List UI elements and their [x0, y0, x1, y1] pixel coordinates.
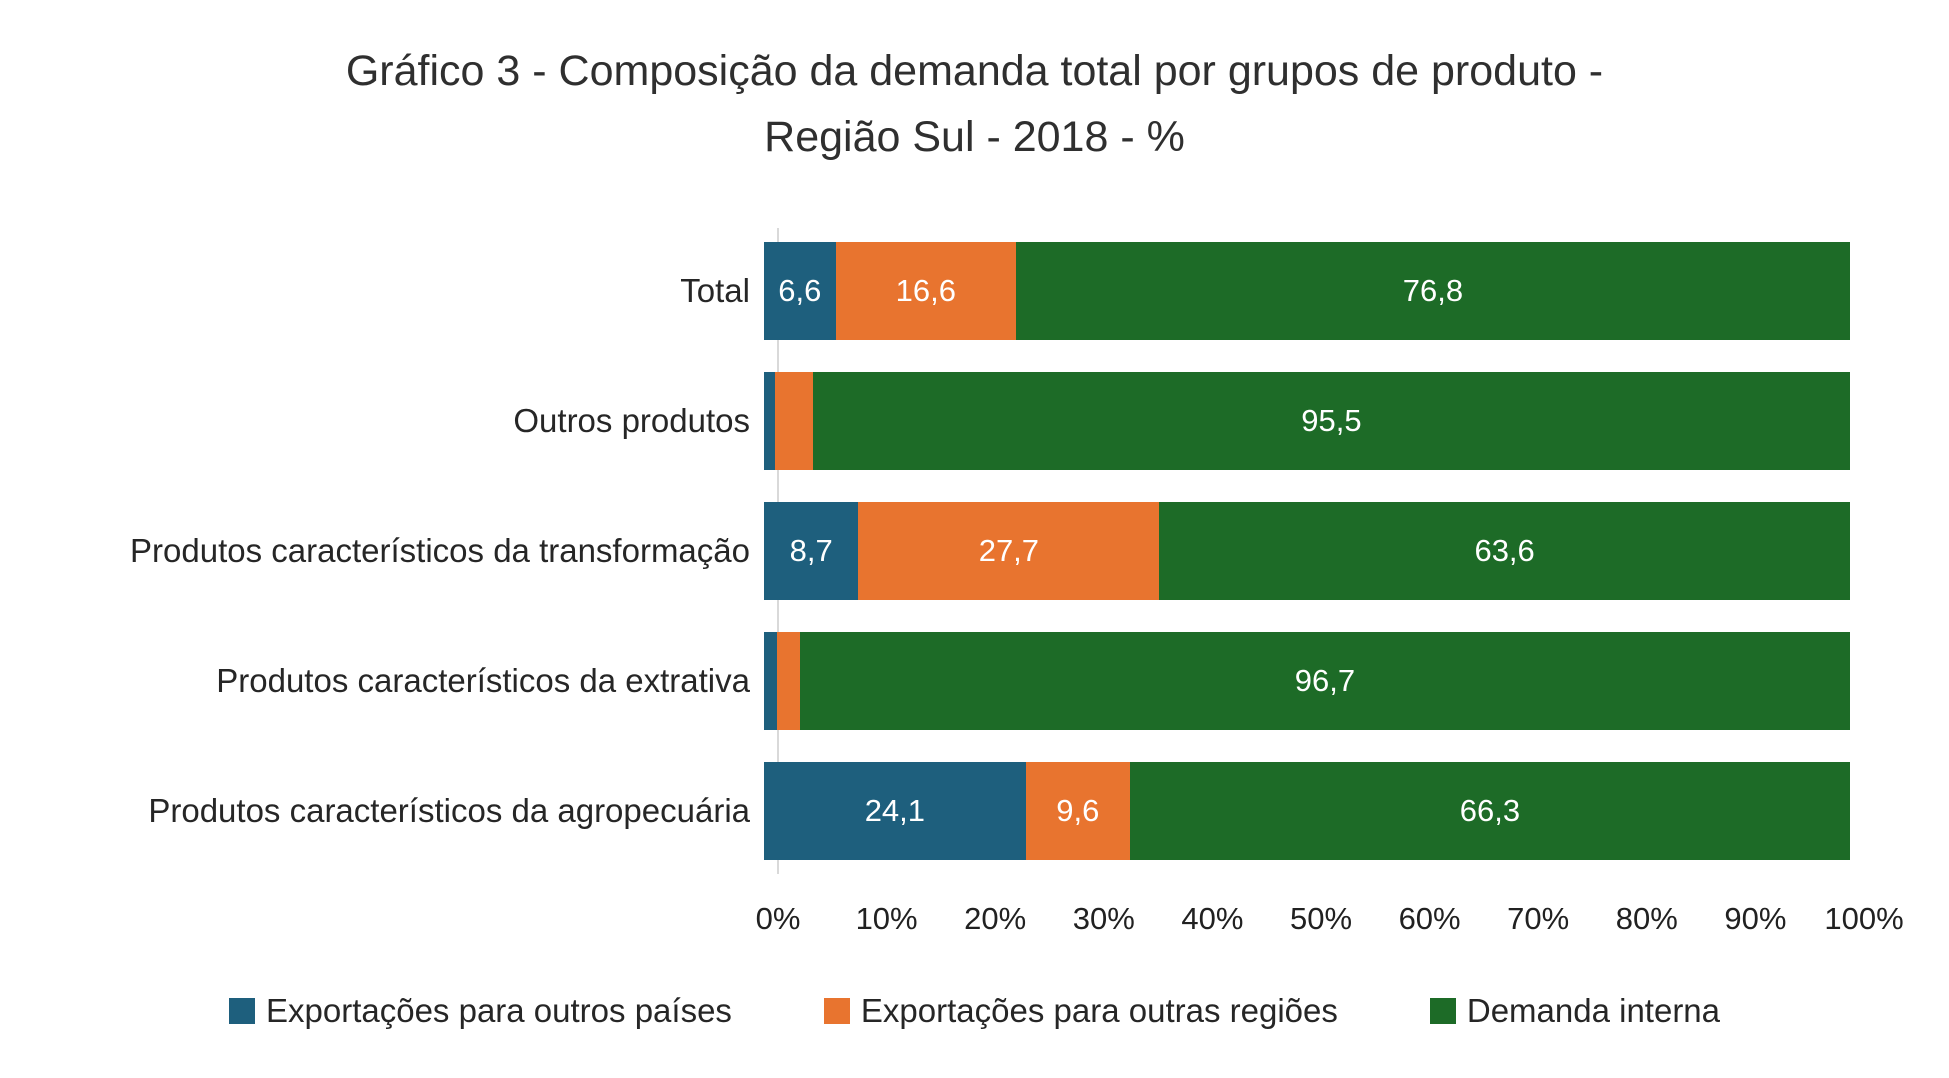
bar-value-label: 24,1	[864, 793, 926, 828]
bar-value-label: 96,7	[1294, 663, 1356, 698]
category-label: Outros produtos	[513, 402, 750, 439]
x-axis-tick-label: 20%	[964, 901, 1027, 936]
bar-segment: 95,5	[812, 372, 1850, 470]
bar-value-label: 6,6	[778, 273, 822, 308]
chart-title-line-2: Região Sul - 2018 - %	[764, 113, 1185, 161]
bar-segment	[774, 372, 813, 470]
bar-segment	[764, 372, 775, 470]
chart-row: Outros produtos 95,5	[0, 372, 1864, 470]
x-axis-tick-label: 10%	[855, 901, 918, 936]
category-label: Produtos característicos da transformaçã…	[130, 532, 750, 569]
x-axis-tick-label: 70%	[1507, 901, 1570, 936]
legend-swatch	[1429, 998, 1456, 1024]
legend: Exportações para outros países Exportaçõe…	[0, 992, 1949, 1030]
bar-rows: Total 6,6 16,6 76,8 Outros produtos 95,5 Produ…	[0, 242, 1864, 892]
x-axis-tick-label: 80%	[1615, 901, 1678, 936]
bar-value-label: 76,8	[1402, 273, 1464, 308]
category-label: Produtos característicos da extrativa	[216, 662, 750, 699]
stacked-bar: 95,5	[764, 372, 1850, 470]
x-axis-tick-label: 90%	[1724, 901, 1787, 936]
legend-swatch	[228, 998, 255, 1024]
bar-segment: 9,6	[1025, 762, 1130, 860]
bar-value-label: 16,6	[895, 273, 956, 308]
legend-entry: Exportações para outros países	[228, 992, 732, 1030]
legend-entry: Exportações para outras regiões	[823, 992, 1338, 1030]
stacked-bar: 96,7	[764, 632, 1850, 730]
x-axis-tick-label: 0%	[755, 901, 801, 936]
bar-segment: 63,6	[1159, 502, 1850, 600]
bar-segment: 27,7	[858, 502, 1160, 600]
chart-row: Produtos característicos da extrativa 96,…	[0, 632, 1864, 730]
category-label: Produtos característicos da agropecuária	[148, 792, 750, 829]
legend-entry: Demanda interna	[1429, 992, 1721, 1030]
bar-segment: 66,3	[1129, 762, 1850, 860]
bar-segment	[777, 632, 800, 730]
x-axis-tick-label: 60%	[1398, 901, 1461, 936]
bar-value-label: 9,6	[1056, 793, 1100, 828]
x-axis-tick-label: 40%	[1181, 901, 1244, 936]
stacked-bar: 6,6 16,6 76,8	[764, 242, 1850, 340]
x-axis-tick-label: 100%	[1824, 901, 1904, 936]
bar-value-label: 27,7	[978, 533, 1040, 568]
x-axis-tick-label: 30%	[1072, 901, 1135, 936]
bar-segment: 76,8	[1015, 242, 1850, 340]
bar-value-label: 66,3	[1459, 793, 1521, 828]
chart-row: Produtos característicos da transformaçã…	[0, 502, 1864, 600]
bar-segment: 16,6	[835, 242, 1016, 340]
legend-swatch	[823, 998, 850, 1024]
stacked-bar: 24,1 9,6 66,3	[764, 762, 1850, 860]
legend-label: Exportações para outros países	[265, 992, 732, 1029]
chart-row: Produtos característicos da agropecuária…	[0, 762, 1864, 860]
category-label: Total	[680, 272, 750, 309]
x-axis: 0% 10% 20% 30% 40% 50% 60% 70% 80% 90% 100%	[756, 901, 1904, 941]
bar-value-label: 8,7	[789, 533, 833, 568]
legend-label: Exportações para outras regiões	[860, 992, 1338, 1029]
bar-segment: 8,7	[764, 502, 859, 600]
chart-title-line-1: Gráfico 3 - Composição da demanda total …	[345, 47, 1604, 95]
legend-label: Demanda interna	[1466, 992, 1721, 1029]
bar-segment	[764, 632, 778, 730]
x-axis-tick-label: 50%	[1289, 901, 1353, 936]
stacked-bar: 8,7 27,7 63,6	[764, 502, 1850, 600]
chart-row: Total 6,6 16,6 76,8	[0, 242, 1864, 340]
chart-title: Gráfico 3 - Composição da demanda total …	[0, 38, 1949, 170]
bar-segment: 96,7	[799, 632, 1850, 730]
bar-segment: 24,1	[764, 762, 1026, 860]
bar-segment: 6,6	[764, 242, 836, 340]
bar-value-label: 95,5	[1301, 403, 1362, 438]
bar-value-label: 63,6	[1474, 533, 1535, 568]
